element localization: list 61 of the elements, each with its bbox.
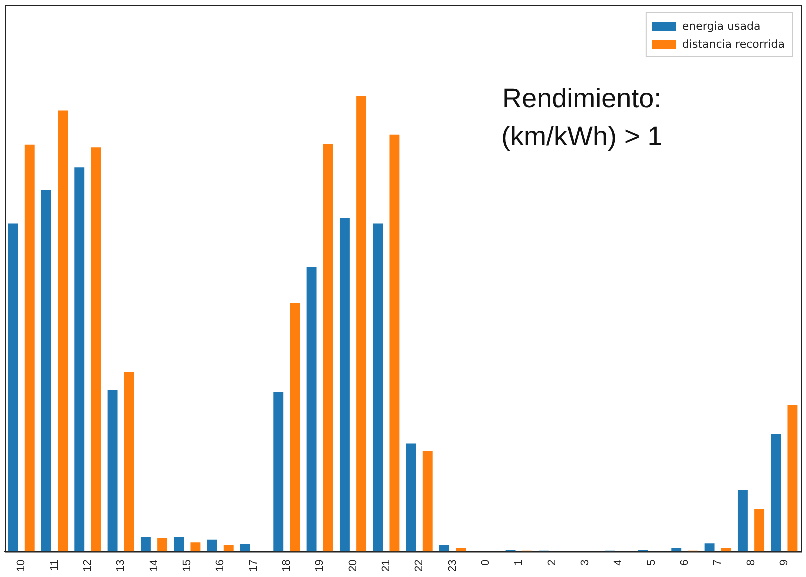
x-tick-label: 23 bbox=[446, 560, 459, 572]
bar bbox=[439, 545, 450, 552]
bar bbox=[240, 544, 250, 552]
bar bbox=[721, 548, 732, 552]
x-tick-label: 3 bbox=[579, 560, 592, 566]
bar bbox=[41, 190, 52, 552]
bar bbox=[290, 303, 300, 552]
bar bbox=[140, 537, 151, 552]
bar bbox=[306, 267, 317, 552]
x-tick-label: 12 bbox=[82, 560, 94, 572]
bar bbox=[406, 444, 416, 552]
x-tick-label: 16 bbox=[214, 560, 227, 572]
x-tick-label: 14 bbox=[148, 560, 160, 572]
bar bbox=[274, 392, 284, 552]
bar bbox=[74, 168, 85, 552]
x-tick-label: 5 bbox=[646, 560, 658, 566]
x-tick-label: 22 bbox=[414, 560, 426, 572]
legend-label: distancia recorrida bbox=[682, 38, 785, 51]
bar bbox=[672, 548, 682, 552]
bar bbox=[704, 544, 715, 552]
x-tick-label: 7 bbox=[712, 560, 724, 566]
x-tick-label: 10 bbox=[16, 560, 28, 572]
bar bbox=[771, 434, 782, 552]
x-tick-label: 19 bbox=[314, 560, 326, 572]
x-tick-label: 21 bbox=[380, 560, 392, 572]
x-tick-label: 17 bbox=[248, 560, 260, 572]
bar bbox=[456, 548, 466, 552]
bar bbox=[323, 144, 334, 552]
bar bbox=[124, 372, 134, 552]
x-tick-label: 13 bbox=[115, 560, 128, 572]
bar bbox=[190, 542, 201, 552]
bar bbox=[8, 224, 18, 552]
bar bbox=[738, 490, 748, 552]
bar bbox=[422, 451, 433, 552]
x-tick-label: 0 bbox=[480, 560, 492, 566]
bar bbox=[373, 224, 384, 552]
annotation: Rendimiento: (km/kWh) > 1 bbox=[501, 83, 663, 152]
x-tick-label: 9 bbox=[778, 560, 790, 566]
x-tick-label: 6 bbox=[678, 560, 691, 566]
bar bbox=[754, 509, 765, 552]
x-tick-label: 11 bbox=[48, 560, 61, 572]
bar bbox=[24, 144, 35, 552]
bar bbox=[158, 538, 168, 552]
x-tick-label: 15 bbox=[181, 560, 194, 572]
x-tick-label: 2 bbox=[546, 560, 558, 566]
x-tick-label: 20 bbox=[347, 560, 360, 572]
bar bbox=[58, 110, 68, 552]
bar bbox=[356, 96, 367, 552]
legend-label: energia usada bbox=[682, 20, 761, 33]
bar bbox=[788, 405, 798, 552]
x-tick-label: 4 bbox=[612, 560, 625, 566]
x-tick-label: 1 bbox=[513, 560, 526, 566]
bar bbox=[91, 148, 102, 552]
bar bbox=[390, 134, 400, 552]
bar bbox=[174, 537, 184, 552]
bar bbox=[207, 540, 218, 552]
bar bbox=[340, 218, 350, 552]
x-tick-label: 18 bbox=[280, 560, 293, 572]
x-tick-label: 8 bbox=[745, 560, 758, 566]
bar bbox=[108, 390, 118, 552]
bar bbox=[224, 545, 234, 552]
